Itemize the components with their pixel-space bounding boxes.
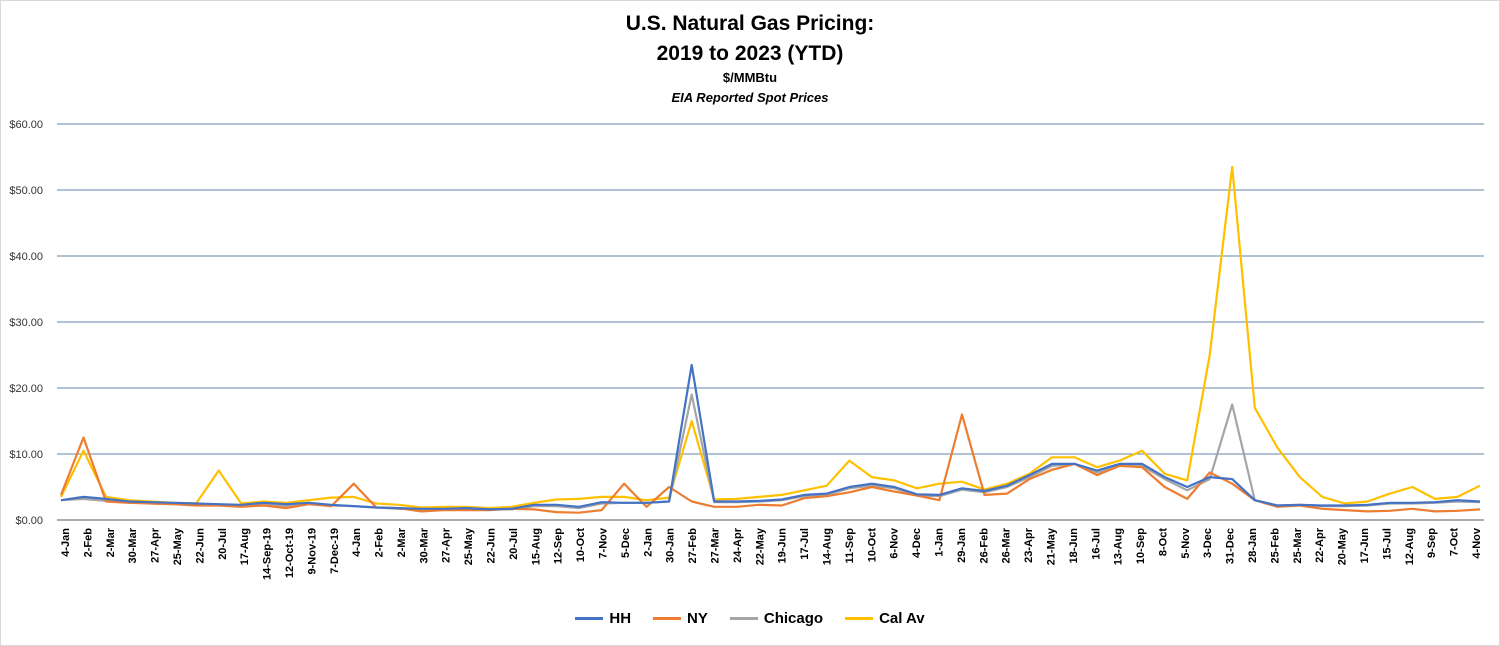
legend-label: NY — [687, 610, 708, 627]
x-tick-label: 2-Mar — [105, 527, 117, 557]
legend-label: HH — [609, 610, 632, 627]
x-tick-label: 17-Jul — [799, 528, 811, 560]
x-tick-label: 29-Jan — [956, 528, 968, 563]
x-tick-label: 30-Mar — [127, 527, 139, 563]
x-tick-label: 15-Jul — [1381, 528, 1393, 560]
x-tick-label: 23-Apr — [1023, 527, 1035, 563]
y-tick-label: $30.00 — [9, 317, 43, 329]
x-tick-label: 25-Feb — [1269, 528, 1281, 564]
x-tick-label: 2-Feb — [374, 528, 386, 558]
x-tick-label: 4-Nov — [1471, 527, 1483, 558]
legend-swatch — [575, 617, 604, 620]
x-tick-label: 4-Dec — [911, 528, 923, 558]
x-tick-label: 2-Mar — [396, 527, 408, 557]
y-tick-label: $0.00 — [15, 515, 43, 527]
x-tick-label: 31-Dec — [1225, 528, 1237, 564]
x-tick-label: 27-Apr — [441, 527, 453, 563]
legend-label: Chicago — [763, 610, 824, 627]
legend-item: HH — [575, 610, 631, 627]
x-tick-label: 12-Oct-19 — [284, 528, 296, 578]
x-tick-label: 7-Nov — [598, 527, 610, 558]
x-tick-label: 7-Oct — [1449, 528, 1461, 556]
chart-legend: HH NY Chicago Cal Av — [0, 610, 1500, 627]
x-tick-label: 7-Dec-19 — [329, 528, 341, 574]
x-tick-label: 30-Jan — [665, 528, 677, 563]
x-tick-label: 13-Aug — [1113, 528, 1125, 565]
x-tick-label: 10-Oct — [866, 528, 878, 563]
series-line-ny — [59, 413, 1481, 514]
x-tick-label: 2-Jan — [642, 528, 654, 557]
x-tick-label: 4-Jan — [351, 528, 363, 557]
x-tick-label: 27-Apr — [150, 527, 162, 563]
x-tick-label: 27-Mar — [710, 527, 722, 563]
x-tick-label: 5-Dec — [620, 528, 632, 558]
x-tick-label: 17-Aug — [239, 528, 251, 565]
x-tick-label: 16-Jul — [1090, 528, 1102, 560]
chart-units: $/MMBtu — [722, 70, 778, 85]
x-tick-label: 1-Jan — [933, 528, 945, 557]
x-tick-label: 5-Nov — [1180, 527, 1192, 558]
x-tick-label: 22-Jun — [486, 528, 498, 564]
y-tick-label: $10.00 — [9, 449, 43, 461]
series-line-cal-av — [60, 165, 1481, 510]
legend-item: NY — [653, 610, 708, 627]
legend-item: Chicago — [729, 610, 824, 627]
x-tick-label: 6-Nov — [889, 527, 901, 558]
x-tick-label: 11-Sep — [844, 528, 856, 564]
x-tick-label: 21-May — [1045, 527, 1057, 565]
x-tick-label: 25-Mar — [1292, 527, 1304, 563]
x-tick-label: 2-Feb — [82, 528, 94, 558]
x-tick-label: 12-Sep — [553, 528, 565, 564]
x-tick-label: 25-May — [463, 527, 475, 565]
x-tick-label: 9-Sep — [1426, 528, 1438, 558]
chart-title: U.S. Natural Gas Pricing: — [625, 12, 875, 35]
chart-title-line2: 2019 to 2023 (YTD) — [656, 42, 844, 65]
y-tick-label: $60.00 — [9, 119, 43, 131]
legend-swatch — [729, 617, 758, 620]
x-tick-label: 28-Jan — [1247, 528, 1259, 563]
x-tick-label: 14-Aug — [821, 528, 833, 565]
x-tick-label: 10-Sep — [1135, 528, 1147, 564]
x-tick-label: 9-Nov-19 — [306, 528, 318, 574]
x-tick-label: 12-Aug — [1404, 528, 1416, 565]
series-line-chicago — [60, 393, 1481, 511]
x-tick-label: 22-May — [754, 527, 766, 565]
x-tick-label: 26-Mar — [1001, 527, 1013, 563]
x-tick-label: 30-Mar — [418, 527, 430, 563]
legend-label: Cal Av — [879, 610, 925, 627]
x-tick-label: 14-Sep-19 — [262, 528, 274, 580]
x-tick-label: 22-Apr — [1314, 527, 1326, 563]
x-tick-label: 20-Jul — [508, 528, 520, 560]
x-tick-label: 19-Jun — [777, 528, 789, 564]
y-tick-label: $50.00 — [9, 185, 43, 197]
series-line-hh — [60, 363, 1481, 511]
x-tick-label: 3-Dec — [1202, 528, 1214, 558]
x-tick-label: 17-Jun — [1359, 528, 1371, 564]
x-tick-label: 18-Jun — [1068, 528, 1080, 564]
x-tick-label: 10-Oct — [575, 528, 587, 563]
x-tick-label: 20-Jul — [217, 528, 229, 560]
x-tick-label: 26-Feb — [978, 528, 990, 564]
legend-swatch — [845, 617, 874, 620]
chart-subtitle: EIA Reported Spot Prices — [671, 90, 829, 105]
y-tick-label: $40.00 — [9, 251, 43, 263]
legend-item: Cal Av — [845, 610, 925, 627]
x-tick-label: 8-Oct — [1157, 528, 1169, 556]
legend-swatch — [653, 617, 682, 620]
x-tick-label: 22-Jun — [194, 528, 206, 564]
x-tick-label: 4-Jan — [60, 528, 72, 557]
x-tick-label: 27-Feb — [687, 528, 699, 564]
y-tick-label: $20.00 — [9, 383, 43, 395]
x-tick-label: 20-May — [1337, 527, 1349, 565]
x-tick-label: 15-Aug — [530, 528, 542, 565]
x-tick-label: 24-Apr — [732, 527, 744, 563]
x-tick-label: 25-May — [172, 527, 184, 565]
